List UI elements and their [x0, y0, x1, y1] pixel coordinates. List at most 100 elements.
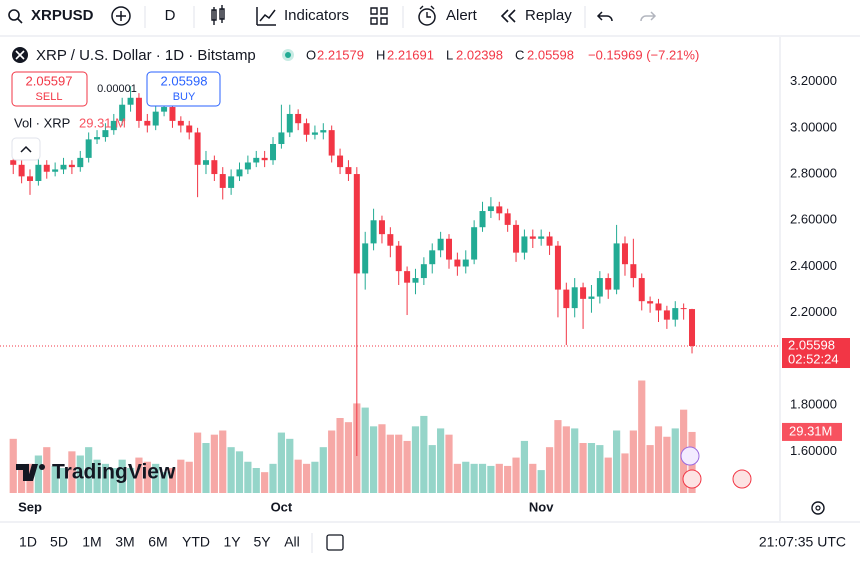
candle-body: [663, 310, 670, 320]
range-button[interactable]: 5Y: [253, 534, 271, 550]
alert[interactable]: Alert: [446, 7, 478, 24]
replay-icon: [500, 9, 516, 23]
candle-body: [161, 107, 168, 112]
candle-body: [504, 213, 511, 225]
candle-body: [52, 169, 59, 172]
candle-body: [395, 245, 402, 272]
candle-body: [605, 278, 612, 290]
volume-bar: [403, 440, 411, 493]
volume-bar: [210, 434, 218, 493]
symbol[interactable]: XRPUSD: [31, 7, 94, 24]
range-button[interactable]: YTD: [182, 534, 210, 550]
candle-body: [496, 206, 503, 214]
candle-body: [35, 164, 42, 181]
event-icon[interactable]: [680, 446, 700, 466]
range-button[interactable]: 6M: [148, 534, 167, 550]
interval[interactable]: D: [165, 7, 176, 24]
volume-bar: [168, 468, 177, 493]
volume-bar: [219, 430, 227, 493]
replay[interactable]: Replay: [525, 7, 572, 24]
volume-bar: [629, 430, 637, 493]
candle-body: [228, 176, 235, 188]
candle-body: [253, 157, 260, 163]
undo[interactable]: [596, 11, 613, 22]
candle-body: [270, 144, 277, 161]
candle-body: [27, 176, 33, 181]
volume-bar: [68, 451, 76, 493]
last-price-label: 2.05598: [788, 337, 835, 352]
x-tick-label: Sep: [18, 499, 42, 514]
add-symbol[interactable]: [111, 6, 131, 26]
candle-body: [437, 238, 444, 251]
watermark-logo: [16, 464, 38, 481]
volume-bar: [520, 440, 529, 493]
candle-body: [362, 243, 369, 274]
y-tick-label: 2.40000: [790, 258, 837, 273]
ohlc-label: H: [376, 47, 385, 62]
volume-bar: [202, 443, 210, 493]
range-button[interactable]: 1M: [82, 534, 101, 550]
volume-bar: [294, 459, 302, 493]
price-change: −0.15969 (−7.21%): [588, 47, 699, 62]
indicators-icon: [256, 7, 276, 26]
volume-bar: [18, 468, 26, 493]
trade-panel: 2.05597 SELL 0.00001 2.05598 BUY Vol · X…: [11, 71, 221, 161]
candle-body: [613, 243, 620, 290]
range-button[interactable]: 5D: [50, 534, 68, 550]
event-flag[interactable]: [732, 469, 752, 489]
range-button[interactable]: All: [284, 534, 300, 550]
candle-body: [94, 137, 101, 140]
candle-body: [345, 167, 352, 175]
ohlc-label: C: [515, 47, 524, 62]
buy-button[interactable]: [146, 71, 221, 107]
range-button[interactable]: 1D: [19, 534, 37, 550]
candle-body: [110, 120, 117, 131]
volume-bar: [34, 455, 42, 493]
volume-bar: [562, 426, 570, 493]
volume-bar: [135, 457, 143, 493]
volume-bar: [411, 426, 420, 493]
sell-button[interactable]: [11, 71, 88, 107]
candle-body: [311, 132, 318, 135]
settings[interactable]: [811, 501, 825, 515]
range-button[interactable]: 1Y: [223, 534, 241, 550]
event-flag[interactable]: [682, 469, 702, 489]
volume-bar: [596, 445, 604, 493]
candle-body: [462, 259, 469, 267]
candle-body: [370, 220, 377, 244]
volume-bar: [495, 463, 503, 493]
volume-bar: [504, 465, 512, 493]
collapse-button[interactable]: [11, 137, 41, 161]
search-icon[interactable]: [8, 9, 20, 21]
alert-icon: [419, 5, 435, 18]
candle-body: [420, 264, 427, 279]
buy-price: 2.05598: [161, 73, 208, 88]
volume-bar: [160, 472, 168, 493]
layouts-icon[interactable]: [370, 7, 388, 25]
y-tick-label: 3.00000: [790, 119, 837, 134]
redo[interactable]: [640, 11, 657, 22]
range-button[interactable]: 3M: [115, 534, 134, 550]
chart-type-icon[interactable]: [211, 5, 225, 25]
candle-body: [580, 287, 587, 299]
volume-bar: [194, 432, 202, 493]
candle-body: [546, 236, 553, 246]
y-tick-label: 2.60000: [790, 212, 837, 227]
volume-bar: [110, 468, 118, 493]
search-icon: [17, 18, 23, 24]
candle-body: [278, 132, 285, 145]
candle-body: [521, 236, 528, 253]
volume-bar: [445, 434, 453, 493]
candle-body: [655, 303, 662, 311]
volume-bar: [336, 418, 344, 493]
toolbar: XRPUSD D Indicators Alert Replay: [0, 5, 860, 37]
indicators[interactable]: Indicators: [284, 7, 349, 24]
volume-bar: [512, 457, 520, 493]
volume-bar: [9, 438, 17, 493]
candle-body: [211, 160, 218, 175]
volume-bar: [76, 455, 84, 493]
goto-date[interactable]: [326, 534, 344, 551]
candle-body: [102, 130, 109, 138]
y-tick-label: 2.80000: [790, 165, 837, 180]
